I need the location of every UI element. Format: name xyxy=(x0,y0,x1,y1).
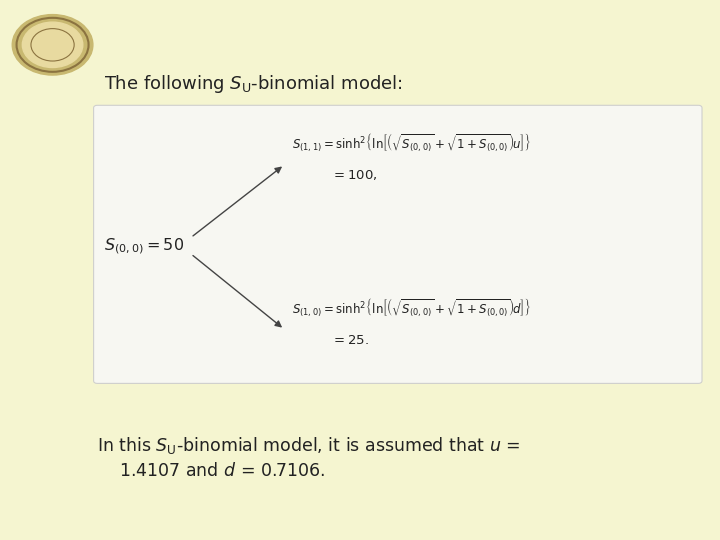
Text: 1.4107 and $d$ = 0.7106.: 1.4107 and $d$ = 0.7106. xyxy=(119,462,325,480)
Text: $S_{(0,0)} = 50$: $S_{(0,0)} = 50$ xyxy=(104,236,184,255)
Circle shape xyxy=(12,15,93,75)
FancyBboxPatch shape xyxy=(94,105,702,383)
Text: The following $S_{\mathregular{U}}$-binomial model:: The following $S_{\mathregular{U}}$-bino… xyxy=(104,73,403,94)
Text: In this $S_{\mathregular{U}}$-binomial model, it is assumed that $u$ =: In this $S_{\mathregular{U}}$-binomial m… xyxy=(97,435,521,456)
Text: $S_{(1,0)} = \sinh^2\!\left\{\ln\!\left[\left(\sqrt{S_{(0,0)}} + \sqrt{1+S_{(0,0: $S_{(1,0)} = \sinh^2\!\left\{\ln\!\left[… xyxy=(292,296,531,319)
Text: $= 25.$: $= 25.$ xyxy=(331,334,369,347)
Text: $= 100,$: $= 100,$ xyxy=(331,168,377,183)
Text: $S_{(1,1)} = \sinh^2\!\left\{\ln\!\left[\left(\sqrt{S_{(0,0)}} + \sqrt{1+S_{(0,0: $S_{(1,1)} = \sinh^2\!\left\{\ln\!\left[… xyxy=(292,132,531,154)
Circle shape xyxy=(22,22,83,68)
